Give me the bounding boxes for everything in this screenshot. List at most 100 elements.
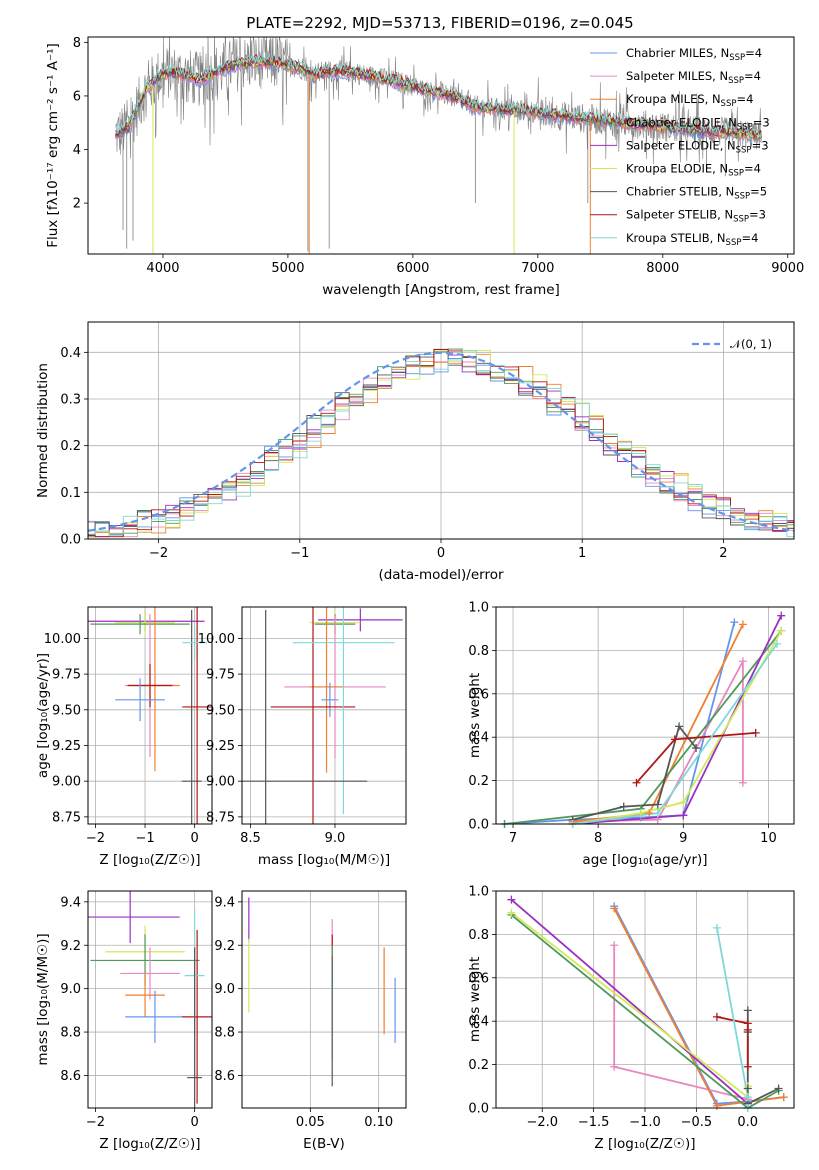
y-tick-label: 9.4 (214, 895, 235, 910)
legend-entry: Kroupa MILES, NSSP=4 (626, 92, 753, 109)
x-tick-label: 7000 (521, 261, 554, 276)
axes-frame (87, 36, 795, 255)
weight-point (632, 778, 641, 787)
y-tick-label: 9.75 (206, 668, 235, 683)
x-tick-label: 9000 (771, 261, 804, 276)
x-tick-label: 6000 (396, 261, 429, 276)
legend-entry: Kroupa ELODIE, NSSP=4 (626, 162, 761, 179)
y-axis-label: Flux [fλ10⁻¹⁷ erg cm⁻² s⁻¹ A⁻¹] (45, 43, 61, 248)
x-tick-label: 2 (719, 546, 727, 561)
y-tick-label: 0.4 (468, 1015, 489, 1030)
x-axis-label: E(B-V) (303, 1136, 345, 1152)
weight-line-6 (510, 911, 749, 1100)
weight-point (730, 618, 739, 627)
plot-area-4 (242, 607, 406, 824)
legend-entry: Chabrier ELODIE, NSSP=3 (626, 115, 770, 132)
y-tick-label: 10.00 (198, 632, 235, 647)
y-tick-label: 9.25 (52, 739, 81, 754)
y-axis-label: mass weight (467, 673, 483, 758)
weight-point (610, 1062, 619, 1071)
weight-line-7 (572, 724, 697, 821)
weight-line-3 (613, 907, 784, 1107)
panel-1: 4000 5000 6000 7000 8000 9000 2 4 6 8 wavelength [… (45, 36, 804, 298)
residual-histogram-9 (88, 350, 794, 538)
weight-line-6 (572, 630, 782, 824)
weight-point (712, 923, 721, 932)
x-axis-label: mass [log₁₀(M/M☉)] (258, 852, 390, 868)
panel-6: −2 0 8.6 8.8 9.0 9.2 9.4 Z [log₁₀(Z/Z☉)] mass [l… (35, 890, 213, 1152)
y-tick-label: 2 (73, 197, 81, 212)
plot-area-1 (115, 37, 762, 254)
panel-5: 7 8 9 10 0.0 0.2 0.4 0.6 0.8 1.0 age [log₁₀(age/yr… (467, 601, 795, 868)
x-tick-label: 9.0 (325, 831, 346, 846)
weight-point (743, 1025, 752, 1034)
weight-point (507, 908, 516, 917)
x-tick-label: 9 (679, 831, 687, 846)
residual-histogram-3 (88, 353, 794, 538)
y-tick-label: 0.4 (60, 346, 81, 361)
weight-point (743, 1093, 752, 1102)
legend-entry: Chabrier MILES, NSSP=4 (626, 46, 762, 63)
y-tick-label: 0.1 (60, 486, 81, 501)
y-tick-label: 4 (73, 143, 81, 158)
y-tick-label: 8.75 (52, 810, 81, 825)
legend: Chabrier MILES, NSSP=4 Salpeter MILES, NS… (590, 46, 770, 248)
weight-line-4 (510, 914, 780, 1108)
x-axis-label: Z [log₁₀(Z/Z☉)] (99, 1136, 200, 1152)
weight-point (610, 904, 619, 913)
panel-3: −2 −1 0 8.75 9.00 9.25 9.50 9.75 10.00 Z [log₁₀(Z… (35, 606, 213, 868)
panel-2: −2 −1 0 1 2 0.0 0.1 0.2 0.3 0.4 (data-model)/error… (35, 321, 795, 583)
x-tick-label: 0 (190, 831, 198, 846)
x-tick-label: 10 (760, 831, 777, 846)
y-tick-label: 8.75 (206, 810, 235, 825)
weight-point (738, 778, 747, 787)
x-tick-label: −1 (135, 831, 154, 846)
y-tick-label: 0.0 (60, 533, 81, 548)
y-tick-label: 0.0 (468, 1102, 489, 1117)
weight-point (653, 800, 662, 809)
weight-point (738, 620, 747, 629)
axes-frame (87, 321, 795, 540)
x-axis-label: Z [log₁₀(Z/Z☉)] (594, 1136, 695, 1152)
x-tick-label: 0.0 (737, 1115, 758, 1130)
model-spectrum-8 (115, 54, 762, 138)
x-tick-label: 0.05 (296, 1115, 325, 1130)
y-tick-label: 1.0 (468, 885, 489, 900)
y-tick-label: 0.2 (468, 1058, 489, 1073)
weight-point (670, 735, 679, 744)
y-tick-label: 9.25 (206, 739, 235, 754)
plot-area-8 (496, 891, 794, 1108)
y-tick-label: 8.6 (214, 1069, 235, 1084)
legend-entry: 𝒩(0, 1) (730, 337, 772, 351)
y-tick-label: 8.6 (60, 1069, 81, 1084)
residual-histogram-2 (88, 348, 794, 538)
legend-entry: Chabrier STELIB, NSSP=5 (626, 185, 767, 202)
weight-point (679, 811, 688, 820)
x-tick-label: −0.5 (681, 1115, 713, 1130)
plot-area-2 (88, 322, 794, 539)
panel-8: −2.0 −1.5 −1.0 −0.5 0.0 0.0 0.2 0.4 0.6 0.8 1.0 Z [… (467, 885, 795, 1152)
y-tick-label: 9.50 (206, 703, 235, 718)
weight-point (743, 1062, 752, 1071)
weight-point (653, 809, 662, 818)
x-tick-label: −2 (86, 831, 105, 846)
weight-line-5 (572, 615, 783, 824)
weight-point (743, 1006, 752, 1015)
weight-line-4 (504, 630, 782, 824)
y-axis-label: age [log₁₀(age/yr)] (35, 653, 51, 778)
legend-entry: Salpeter ELODIE, NSSP=3 (626, 138, 769, 155)
x-tick-label: −1.0 (629, 1115, 661, 1130)
x-tick-label: −2 (149, 546, 168, 561)
weight-point (774, 1084, 783, 1093)
y-tick-label: 0.3 (60, 393, 81, 408)
axes-frame (495, 890, 795, 1109)
weight-point (692, 744, 701, 753)
x-axis-label: Z [log₁₀(Z/Z☉)] (99, 852, 200, 868)
legend-entry: Salpeter MILES, NSSP=4 (626, 69, 761, 86)
y-tick-label: 0.2 (468, 774, 489, 789)
weight-point (777, 626, 786, 635)
y-axis-label: mass weight (467, 957, 483, 1042)
residual-histogram-8 (88, 349, 794, 538)
x-tick-label: 1 (578, 546, 586, 561)
model-spectrum-9 (115, 52, 762, 137)
